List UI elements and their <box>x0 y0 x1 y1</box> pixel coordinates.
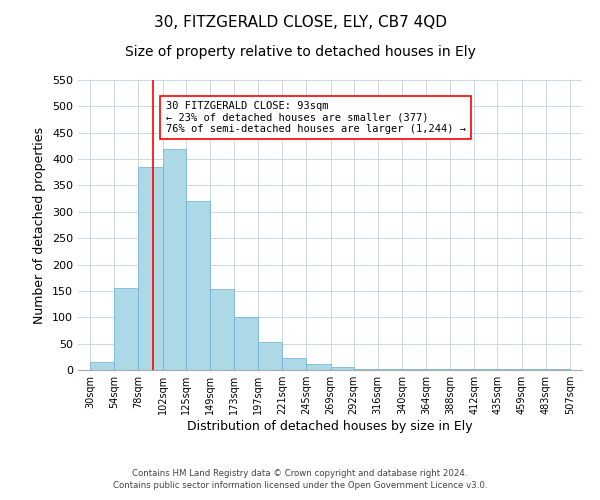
Bar <box>210 290 234 370</box>
Bar <box>258 342 282 370</box>
Bar <box>185 202 210 370</box>
Bar <box>163 148 185 370</box>
Bar <box>234 318 258 370</box>
Bar <box>139 167 163 370</box>
Bar <box>307 364 331 370</box>
Bar <box>353 369 378 370</box>
Text: 30 FITZGERALD CLOSE: 93sqm
← 23% of detached houses are smaller (377)
76% of sem: 30 FITZGERALD CLOSE: 93sqm ← 23% of deta… <box>166 101 466 134</box>
Bar <box>114 288 139 370</box>
Bar <box>282 358 307 370</box>
Bar <box>90 362 114 370</box>
Bar <box>331 368 353 370</box>
Text: 30, FITZGERALD CLOSE, ELY, CB7 4QD: 30, FITZGERALD CLOSE, ELY, CB7 4QD <box>154 15 446 30</box>
Text: Size of property relative to detached houses in Ely: Size of property relative to detached ho… <box>125 45 475 59</box>
X-axis label: Distribution of detached houses by size in Ely: Distribution of detached houses by size … <box>187 420 473 433</box>
Text: Contains HM Land Registry data © Crown copyright and database right 2024.
Contai: Contains HM Land Registry data © Crown c… <box>113 468 487 490</box>
Y-axis label: Number of detached properties: Number of detached properties <box>34 126 46 324</box>
